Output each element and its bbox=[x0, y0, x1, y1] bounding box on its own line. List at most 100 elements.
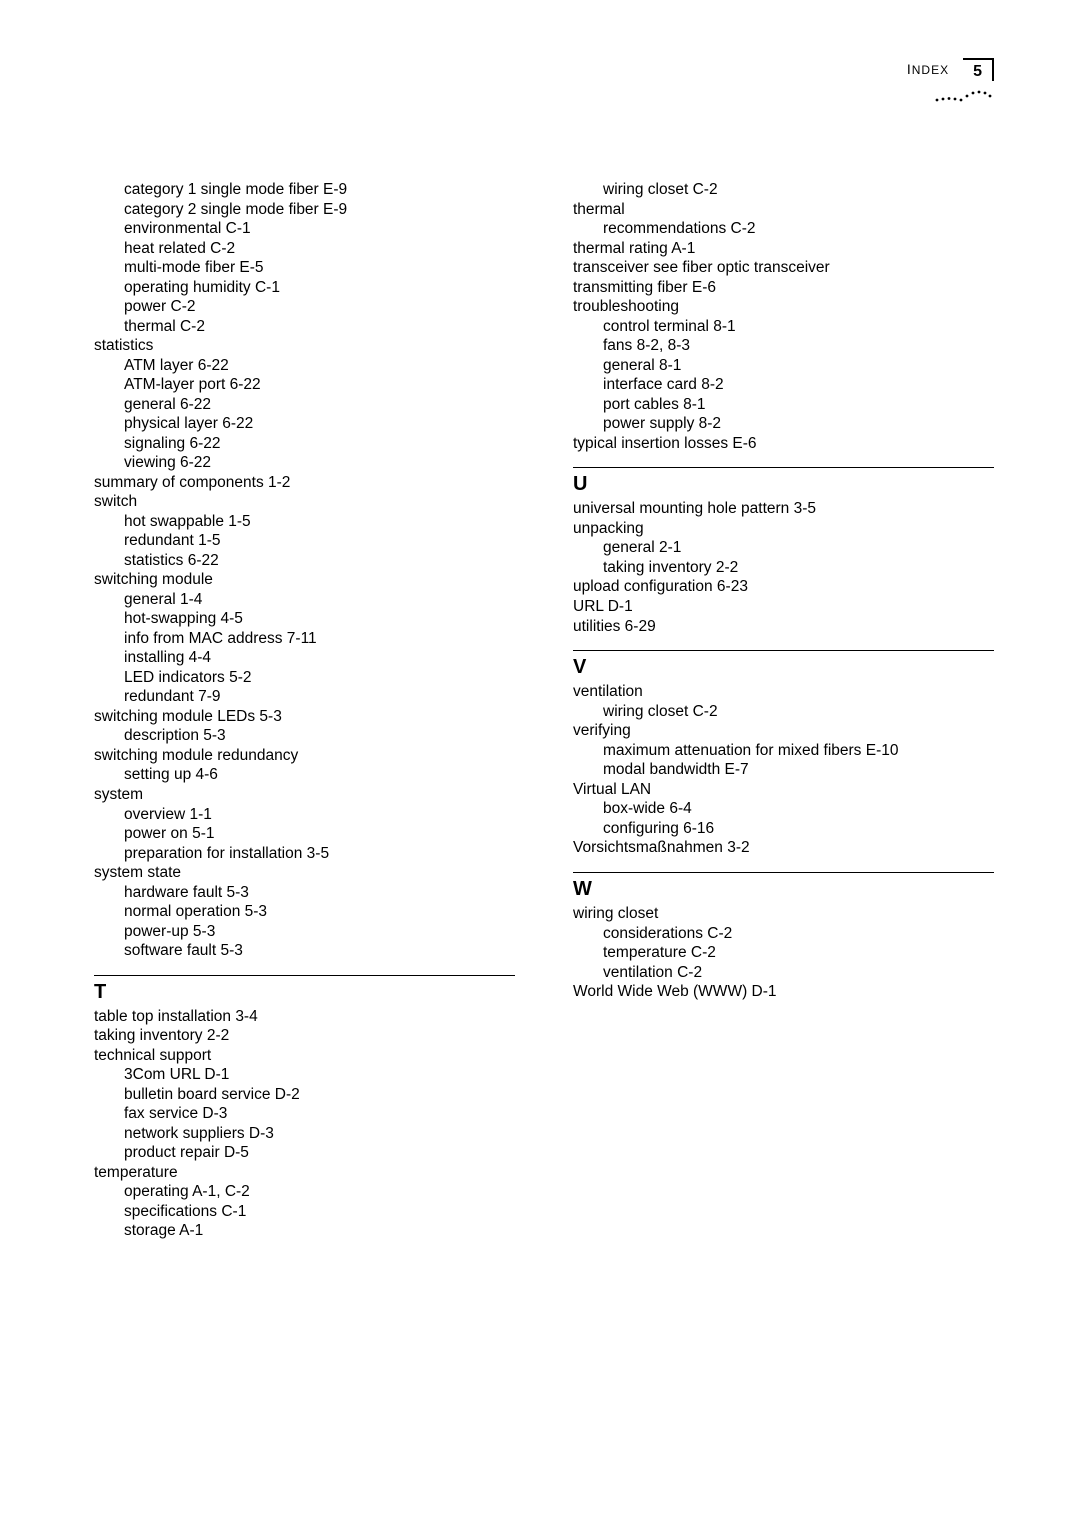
index-entry: power supply 8-2 bbox=[573, 414, 994, 434]
index-entry: viewing 6-22 bbox=[94, 453, 515, 473]
index-entry: multi-mode fiber E-5 bbox=[94, 258, 515, 278]
index-entry: system state bbox=[94, 863, 515, 883]
index-entry: ventilation C-2 bbox=[573, 963, 994, 983]
index-entry: taking inventory 2-2 bbox=[573, 558, 994, 578]
index-entry: box-wide 6-4 bbox=[573, 799, 994, 819]
index-entry: general 8-1 bbox=[573, 356, 994, 376]
index-entry: statistics 6-22 bbox=[94, 551, 515, 571]
index-entry: LED indicators 5-2 bbox=[94, 668, 515, 688]
index-entry: maximum attenuation for mixed fibers E-1… bbox=[573, 741, 994, 761]
index-entry: control terminal 8-1 bbox=[573, 317, 994, 337]
index-columns: category 1 single mode fiber E-9category… bbox=[94, 180, 994, 1241]
index-group: ventilationwiring closet C-2verifyingmax… bbox=[573, 682, 994, 858]
index-entry: transmitting fiber E-6 bbox=[573, 278, 994, 298]
index-entry: system bbox=[94, 785, 515, 805]
right-column: wiring closet C-2thermalrecommendations … bbox=[573, 180, 994, 1241]
index-entry: power on 5-1 bbox=[94, 824, 515, 844]
index-entry: upload configuration 6-23 bbox=[573, 577, 994, 597]
index-entry: general 2-1 bbox=[573, 538, 994, 558]
index-entry: category 2 single mode fiber E-9 bbox=[94, 200, 515, 220]
index-entry: setting up 4-6 bbox=[94, 765, 515, 785]
section-heading-t: T bbox=[94, 975, 515, 1005]
page-header: INDEX 5 bbox=[907, 58, 994, 81]
index-entry: physical layer 6-22 bbox=[94, 414, 515, 434]
index-entry: summary of components 1-2 bbox=[94, 473, 515, 493]
index-group: wiring closetconsiderations C-2temperatu… bbox=[573, 904, 994, 1002]
index-entry: thermal C-2 bbox=[94, 317, 515, 337]
index-entry: utilities 6-29 bbox=[573, 617, 994, 637]
index-entry: transceiver see fiber optic transceiver bbox=[573, 258, 994, 278]
index-entry: verifying bbox=[573, 721, 994, 741]
index-entry: typical insertion losses E-6 bbox=[573, 434, 994, 454]
index-entry: unpacking bbox=[573, 519, 994, 539]
index-entry: port cables 8-1 bbox=[573, 395, 994, 415]
index-entry: recommendations C-2 bbox=[573, 219, 994, 239]
index-entry: universal mounting hole pattern 3-5 bbox=[573, 499, 994, 519]
index-entry: switching module LEDs 5-3 bbox=[94, 707, 515, 727]
index-entry: software fault 5-3 bbox=[94, 941, 515, 961]
section-heading-u: U bbox=[573, 467, 994, 497]
index-entry: considerations C-2 bbox=[573, 924, 994, 944]
index-group: universal mounting hole pattern 3-5unpac… bbox=[573, 499, 994, 636]
index-entry: thermal rating A-1 bbox=[573, 239, 994, 259]
index-entry: category 1 single mode fiber E-9 bbox=[94, 180, 515, 200]
index-entry: heat related C-2 bbox=[94, 239, 515, 259]
index-entry: fans 8-2, 8-3 bbox=[573, 336, 994, 356]
page-number: 5 bbox=[963, 58, 994, 81]
index-entry: temperature C-2 bbox=[573, 943, 994, 963]
index-entry: wiring closet C-2 bbox=[573, 702, 994, 722]
index-group: wiring closet C-2thermalrecommendations … bbox=[573, 180, 994, 453]
index-entry: ATM layer 6-22 bbox=[94, 356, 515, 376]
index-entry: wiring closet bbox=[573, 904, 994, 924]
index-entry: network suppliers D-3 bbox=[94, 1124, 515, 1144]
index-entry: troubleshooting bbox=[573, 297, 994, 317]
index-entry: operating A-1, C-2 bbox=[94, 1182, 515, 1202]
index-entry: power-up 5-3 bbox=[94, 922, 515, 942]
section-heading-w: W bbox=[573, 872, 994, 902]
index-entry: product repair D-5 bbox=[94, 1143, 515, 1163]
index-entry: storage A-1 bbox=[94, 1221, 515, 1241]
header-word-index: INDEX bbox=[907, 61, 949, 77]
index-entry: hot swappable 1-5 bbox=[94, 512, 515, 532]
index-entry: operating humidity C-1 bbox=[94, 278, 515, 298]
index-entry: general 1-4 bbox=[94, 590, 515, 610]
index-entry: info from MAC address 7-11 bbox=[94, 629, 515, 649]
index-entry: Vorsichtsmaßnahmen 3-2 bbox=[573, 838, 994, 858]
index-entry: general 6-22 bbox=[94, 395, 515, 415]
dots-decoration bbox=[934, 86, 992, 106]
index-entry: temperature bbox=[94, 1163, 515, 1183]
index-entry: switch bbox=[94, 492, 515, 512]
index-entry: hardware fault 5-3 bbox=[94, 883, 515, 903]
index-entry: signaling 6-22 bbox=[94, 434, 515, 454]
index-group: table top installation 3-4taking invento… bbox=[94, 1007, 515, 1241]
index-entry: switching module redundancy bbox=[94, 746, 515, 766]
index-entry: installing 4-4 bbox=[94, 648, 515, 668]
index-entry: description 5-3 bbox=[94, 726, 515, 746]
index-entry: redundant 1-5 bbox=[94, 531, 515, 551]
index-entry: interface card 8-2 bbox=[573, 375, 994, 395]
index-entry: ventilation bbox=[573, 682, 994, 702]
index-entry: ATM-layer port 6-22 bbox=[94, 375, 515, 395]
index-entry: hot-swapping 4-5 bbox=[94, 609, 515, 629]
index-entry: overview 1-1 bbox=[94, 805, 515, 825]
index-entry: URL D-1 bbox=[573, 597, 994, 617]
index-entry: technical support bbox=[94, 1046, 515, 1066]
index-group: category 1 single mode fiber E-9category… bbox=[94, 180, 515, 961]
index-entry: fax service D-3 bbox=[94, 1104, 515, 1124]
index-entry: bulletin board service D-2 bbox=[94, 1085, 515, 1105]
index-entry: Virtual LAN bbox=[573, 780, 994, 800]
index-entry: power C-2 bbox=[94, 297, 515, 317]
index-entry: configuring 6-16 bbox=[573, 819, 994, 839]
index-entry: taking inventory 2-2 bbox=[94, 1026, 515, 1046]
index-entry: table top installation 3-4 bbox=[94, 1007, 515, 1027]
index-entry: statistics bbox=[94, 336, 515, 356]
index-entry: specifications C-1 bbox=[94, 1202, 515, 1222]
index-entry: environmental C-1 bbox=[94, 219, 515, 239]
index-entry: modal bandwidth E-7 bbox=[573, 760, 994, 780]
index-entry: normal operation 5-3 bbox=[94, 902, 515, 922]
index-entry: wiring closet C-2 bbox=[573, 180, 994, 200]
index-entry: switching module bbox=[94, 570, 515, 590]
header-label: INDEX bbox=[907, 61, 949, 77]
index-entry: World Wide Web (WWW) D-1 bbox=[573, 982, 994, 1002]
section-heading-v: V bbox=[573, 650, 994, 680]
